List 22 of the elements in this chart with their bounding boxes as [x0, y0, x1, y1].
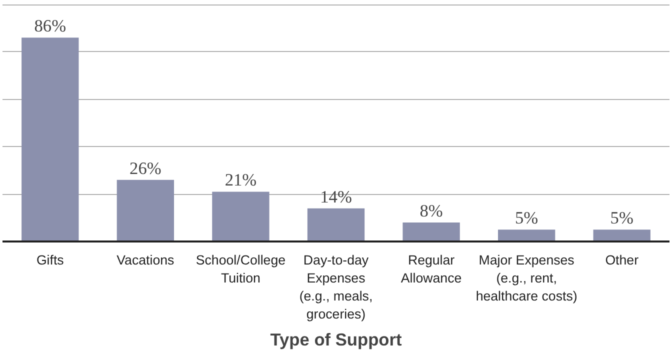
- x-tick-label: Other: [605, 252, 640, 268]
- bar: [498, 230, 556, 242]
- data-label: 21%: [224, 170, 257, 190]
- x-tick-label: Major Expenses (e.g., rent, healthcare costs): [476, 252, 578, 304]
- x-tick-label: Day-to-day Expenses (e.g., meals, groceries): [299, 252, 373, 322]
- x-tick-label: Gifts: [36, 252, 64, 268]
- bar: [212, 192, 270, 242]
- data-label: 26%: [130, 158, 162, 178]
- data-label: 5%: [610, 208, 634, 228]
- x-axis-title: Type of Support: [270, 330, 402, 350]
- data-label: 14%: [320, 187, 352, 206]
- x-tick-label: Regular Allowance: [400, 252, 462, 286]
- data-label: 5%: [515, 208, 538, 228]
- data-label: 86%: [34, 16, 66, 36]
- bar: [593, 230, 650, 242]
- bar: [22, 38, 79, 242]
- x-tick-label: School/College Tuition: [196, 252, 286, 286]
- bar: [307, 208, 365, 242]
- data-label: 8%: [420, 202, 443, 221]
- bar: [402, 222, 460, 242]
- x-tick-label: Vacations: [116, 252, 175, 268]
- bar: [116, 180, 174, 242]
